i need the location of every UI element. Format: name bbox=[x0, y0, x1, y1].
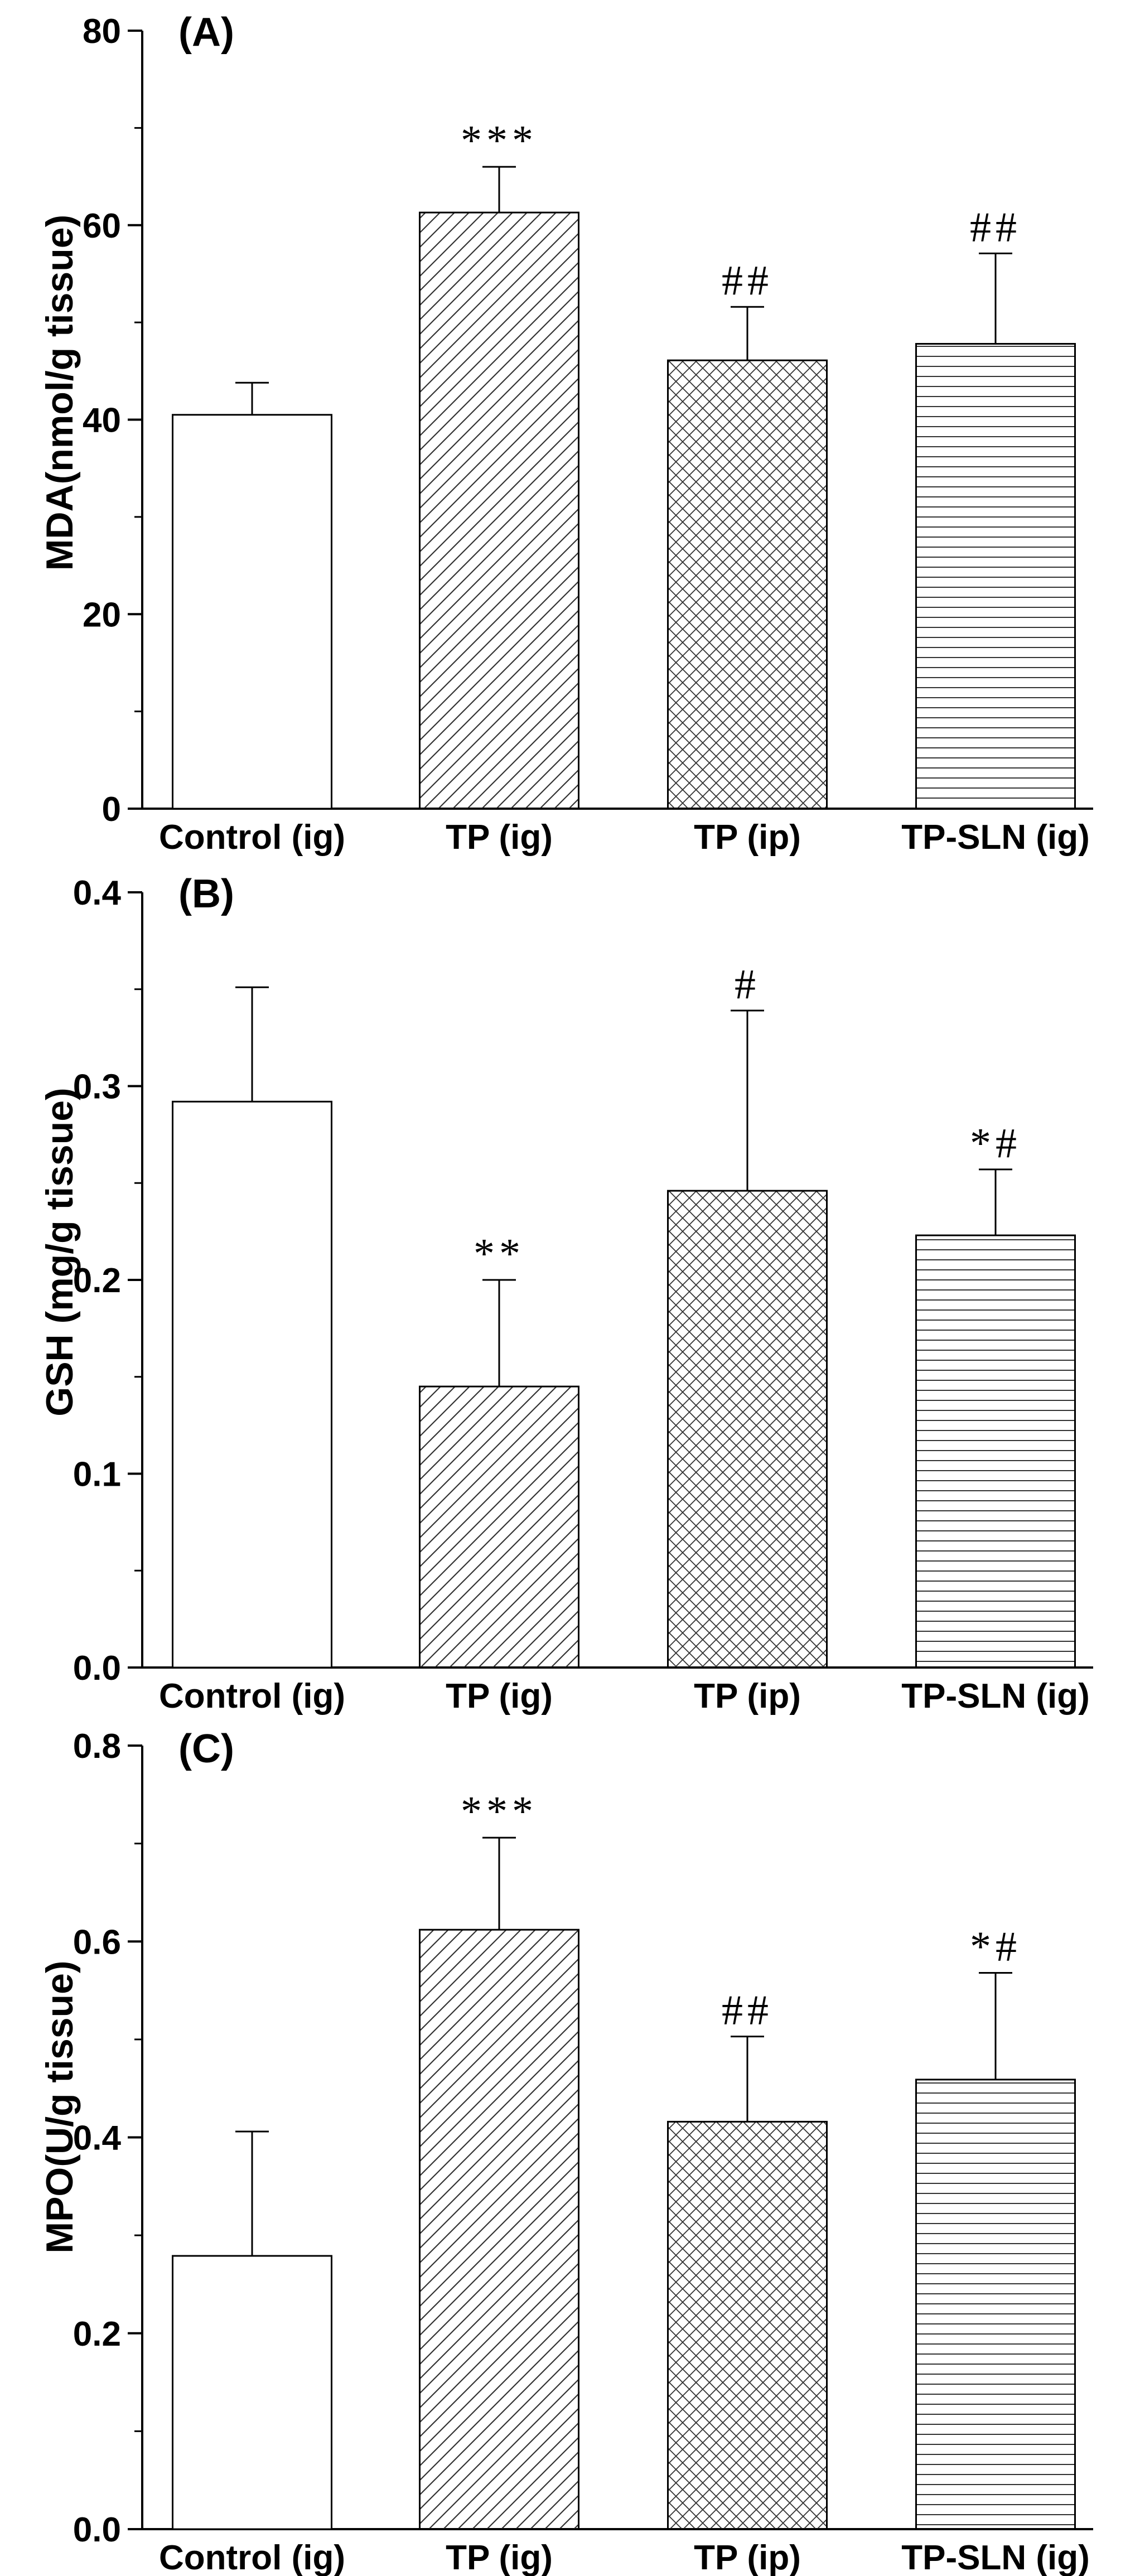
panel-a-x-tick-label-control-ig: Control (ig) bbox=[159, 818, 345, 857]
panel-b-y-tick-label: 0.1 bbox=[73, 1456, 121, 1494]
panel-b-y-axis-label: GSH (mg/g tissue) bbox=[38, 1088, 81, 1416]
panel-a-x-tick-label-tp-ip: TP (ip) bbox=[694, 818, 801, 857]
panel-a-significance-tp-ip: ## bbox=[722, 257, 773, 304]
panel-a-label: (A) bbox=[178, 10, 234, 55]
panel-a-bar-tp-sln-ig bbox=[915, 342, 1076, 810]
panel-b-y-tick-label: 0.4 bbox=[73, 874, 122, 912]
panel-b-significance-tp-sln-ig: *# bbox=[970, 1120, 1021, 1167]
panel-c-x-tick-label-tp-ig: TP (ig) bbox=[446, 2539, 553, 2576]
panel-c-x-tick-label-tp-ip: TP (ip) bbox=[694, 2539, 801, 2576]
panel-b-bar-control-ig bbox=[172, 1100, 332, 1669]
panel-a-y-tick-label: 0 bbox=[102, 790, 121, 829]
panel-b-x-tick-label-tp-sln-ig: TP-SLN (ig) bbox=[901, 1677, 1090, 1715]
panel-c-label: (C) bbox=[178, 1727, 234, 1771]
panel-a-significance-tp-ig: *** bbox=[461, 117, 538, 164]
panel-b-y-tick-label: 0.0 bbox=[73, 1649, 121, 1688]
panel-c-y-axis-label: MPO(U/g tissue) bbox=[38, 1960, 81, 2253]
panel-c-x-tick-label-control-ig: Control (ig) bbox=[159, 2539, 345, 2576]
panel-c-x-tick-label-tp-sln-ig: TP-SLN (ig) bbox=[901, 2539, 1090, 2576]
panel-b-bar-tp-ig bbox=[419, 1385, 579, 1669]
panel-a-bar-control-ig bbox=[172, 414, 332, 810]
panel-b-bar-tp-ip bbox=[667, 1190, 828, 1669]
panel-c-bar-control-ig bbox=[172, 2255, 332, 2530]
panel-c-y-tick-label: 0.0 bbox=[73, 2511, 121, 2549]
panel-a-bar-tp-ip bbox=[667, 359, 828, 810]
panel-b-x-tick-label-tp-ig: TP (ig) bbox=[446, 1677, 553, 1715]
panel-b-x-tick-label-control-ig: Control (ig) bbox=[159, 1677, 345, 1715]
panel-a-significance-tp-sln-ig: ## bbox=[970, 204, 1021, 250]
panel-a-y-tick-label: 20 bbox=[83, 596, 121, 634]
panel-a-y-axis-label: MDA(nmol/g tissue) bbox=[38, 215, 81, 571]
panel-a-bar-tp-ig bbox=[419, 211, 579, 810]
panel-c-y-tick-label: 0.6 bbox=[73, 1923, 121, 1961]
panel-c-y-tick-label: 0.4 bbox=[73, 2119, 122, 2158]
panel-c-y-tick-label: 0.8 bbox=[73, 1727, 121, 1766]
panel-a-x-tick-label-tp-ig: TP (ig) bbox=[446, 818, 553, 857]
panel-a-y-tick-label: 60 bbox=[83, 207, 121, 245]
panel-b-x-tick-label-tp-ip: TP (ip) bbox=[694, 1677, 801, 1715]
panel-b: (B) GSH (mg/g tissue) 0.0 0.1 0.2 0.3 0.4 Con… bbox=[38, 872, 1093, 1715]
panel-c-bar-tp-ig bbox=[419, 1929, 579, 2530]
panel-c-bar-tp-ip bbox=[667, 2120, 828, 2530]
panel-b-bar-tp-sln-ig bbox=[915, 1234, 1076, 1669]
panel-c: (C) MPO(U/g tissue) 0.0 0.2 0.4 0.6 0.8 Contr… bbox=[38, 1727, 1093, 2576]
panel-a-y-tick-label: 40 bbox=[83, 402, 121, 440]
panel-b-significance-tp-ip: # bbox=[735, 961, 760, 1008]
panel-c-significance-tp-ip: ## bbox=[722, 1987, 773, 2034]
panel-a: (A) MDA(nmol/g tissue) 0 20 40 60 80 Control … bbox=[38, 10, 1093, 857]
panel-c-significance-tp-ig: *** bbox=[461, 1788, 538, 1835]
panel-a-x-tick-label-tp-sln-ig: TP-SLN (ig) bbox=[901, 818, 1090, 857]
panel-b-y-tick-label: 0.2 bbox=[73, 1262, 121, 1300]
panel-a-y-tick-label: 80 bbox=[83, 12, 121, 51]
panel-c-bar-tp-sln-ig bbox=[915, 2079, 1076, 2530]
panel-c-significance-tp-sln-ig: *# bbox=[970, 1923, 1021, 1970]
panel-b-significance-tp-ig: ** bbox=[474, 1230, 525, 1277]
panel-b-y-tick-label: 0.3 bbox=[73, 1068, 121, 1106]
panel-b-label: (B) bbox=[178, 872, 234, 916]
panel-c-y-tick-label: 0.2 bbox=[73, 2315, 121, 2353]
